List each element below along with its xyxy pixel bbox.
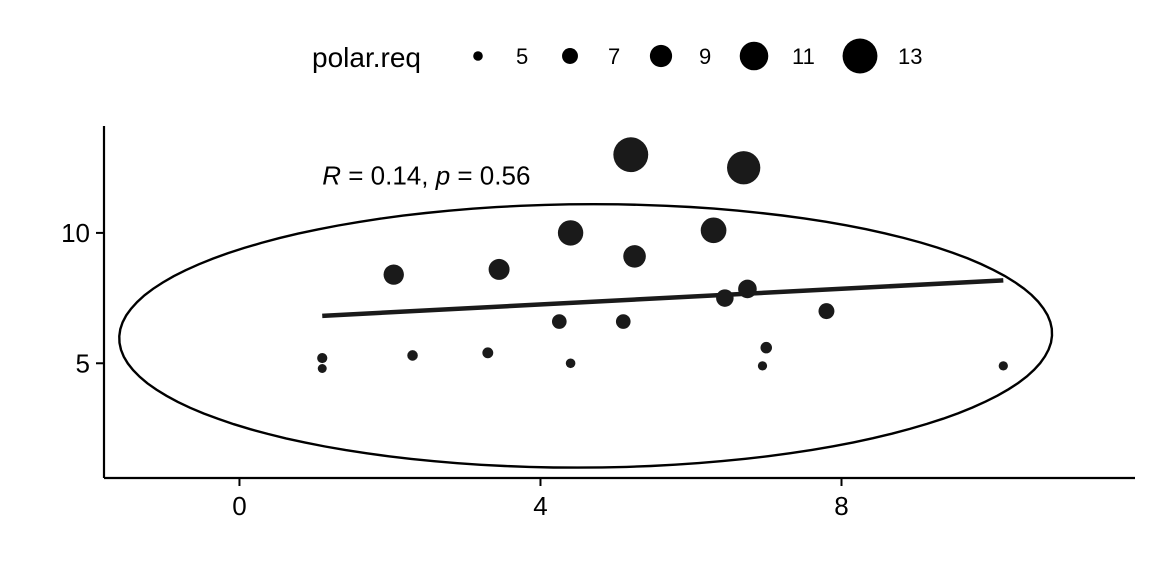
legend-label: 7 (608, 44, 620, 69)
plot-area: R = 0.14, p = 0.56 (118, 137, 1054, 469)
data-point (383, 264, 404, 285)
legend-label: 11 (792, 44, 815, 69)
y-tick-label: 5 (76, 348, 90, 378)
size-legend: polar.req 5 7 9 11 13 (312, 38, 922, 74)
points-layer (317, 137, 1008, 373)
data-point (716, 289, 734, 307)
x-tick-label: 0 (232, 491, 246, 521)
data-point (760, 341, 772, 354)
legend-entries: 5 7 9 11 13 (473, 38, 922, 74)
data-point (615, 314, 631, 329)
data-point (551, 314, 567, 329)
x-axis-ticks: 0 4 8 (232, 478, 849, 521)
y-axis-ticks: 5 10 (61, 218, 104, 378)
legend-size-key (562, 48, 578, 64)
data-point (757, 361, 768, 371)
data-point (613, 137, 649, 173)
legend-title: polar.req (312, 42, 421, 73)
annotation-r-symbol: R (322, 161, 341, 191)
data-point (818, 303, 835, 320)
legend-label: 13 (898, 44, 922, 69)
data-point (317, 364, 327, 373)
data-point (998, 361, 1008, 371)
legend-label: 9 (699, 44, 711, 69)
legend-size-key (739, 41, 769, 71)
legend-size-key (649, 44, 673, 68)
legend-size-key (842, 38, 878, 74)
annotation-p-value: = 0.56 (450, 161, 530, 191)
data-point (700, 217, 727, 244)
regression-line (322, 278, 1004, 319)
data-point (565, 358, 576, 369)
legend-size-key (473, 51, 483, 61)
data-point (488, 258, 510, 280)
axes: 0 4 8 5 10 (61, 126, 1135, 521)
data-point (727, 151, 761, 185)
annotation-r-value: = 0.14, (341, 161, 436, 191)
confidence-ellipse (118, 202, 1054, 469)
data-point (623, 245, 646, 268)
data-point (317, 352, 328, 364)
data-point (482, 347, 494, 359)
x-tick-label: 8 (834, 491, 848, 521)
y-tick-label: 10 (61, 218, 90, 248)
data-point (557, 220, 584, 246)
legend-label: 5 (516, 44, 528, 69)
correlation-annotation: R = 0.14, p = 0.56 (322, 161, 530, 191)
data-point (407, 350, 418, 361)
x-tick-label: 4 (533, 491, 547, 521)
annotation-p-symbol: p (435, 161, 450, 191)
